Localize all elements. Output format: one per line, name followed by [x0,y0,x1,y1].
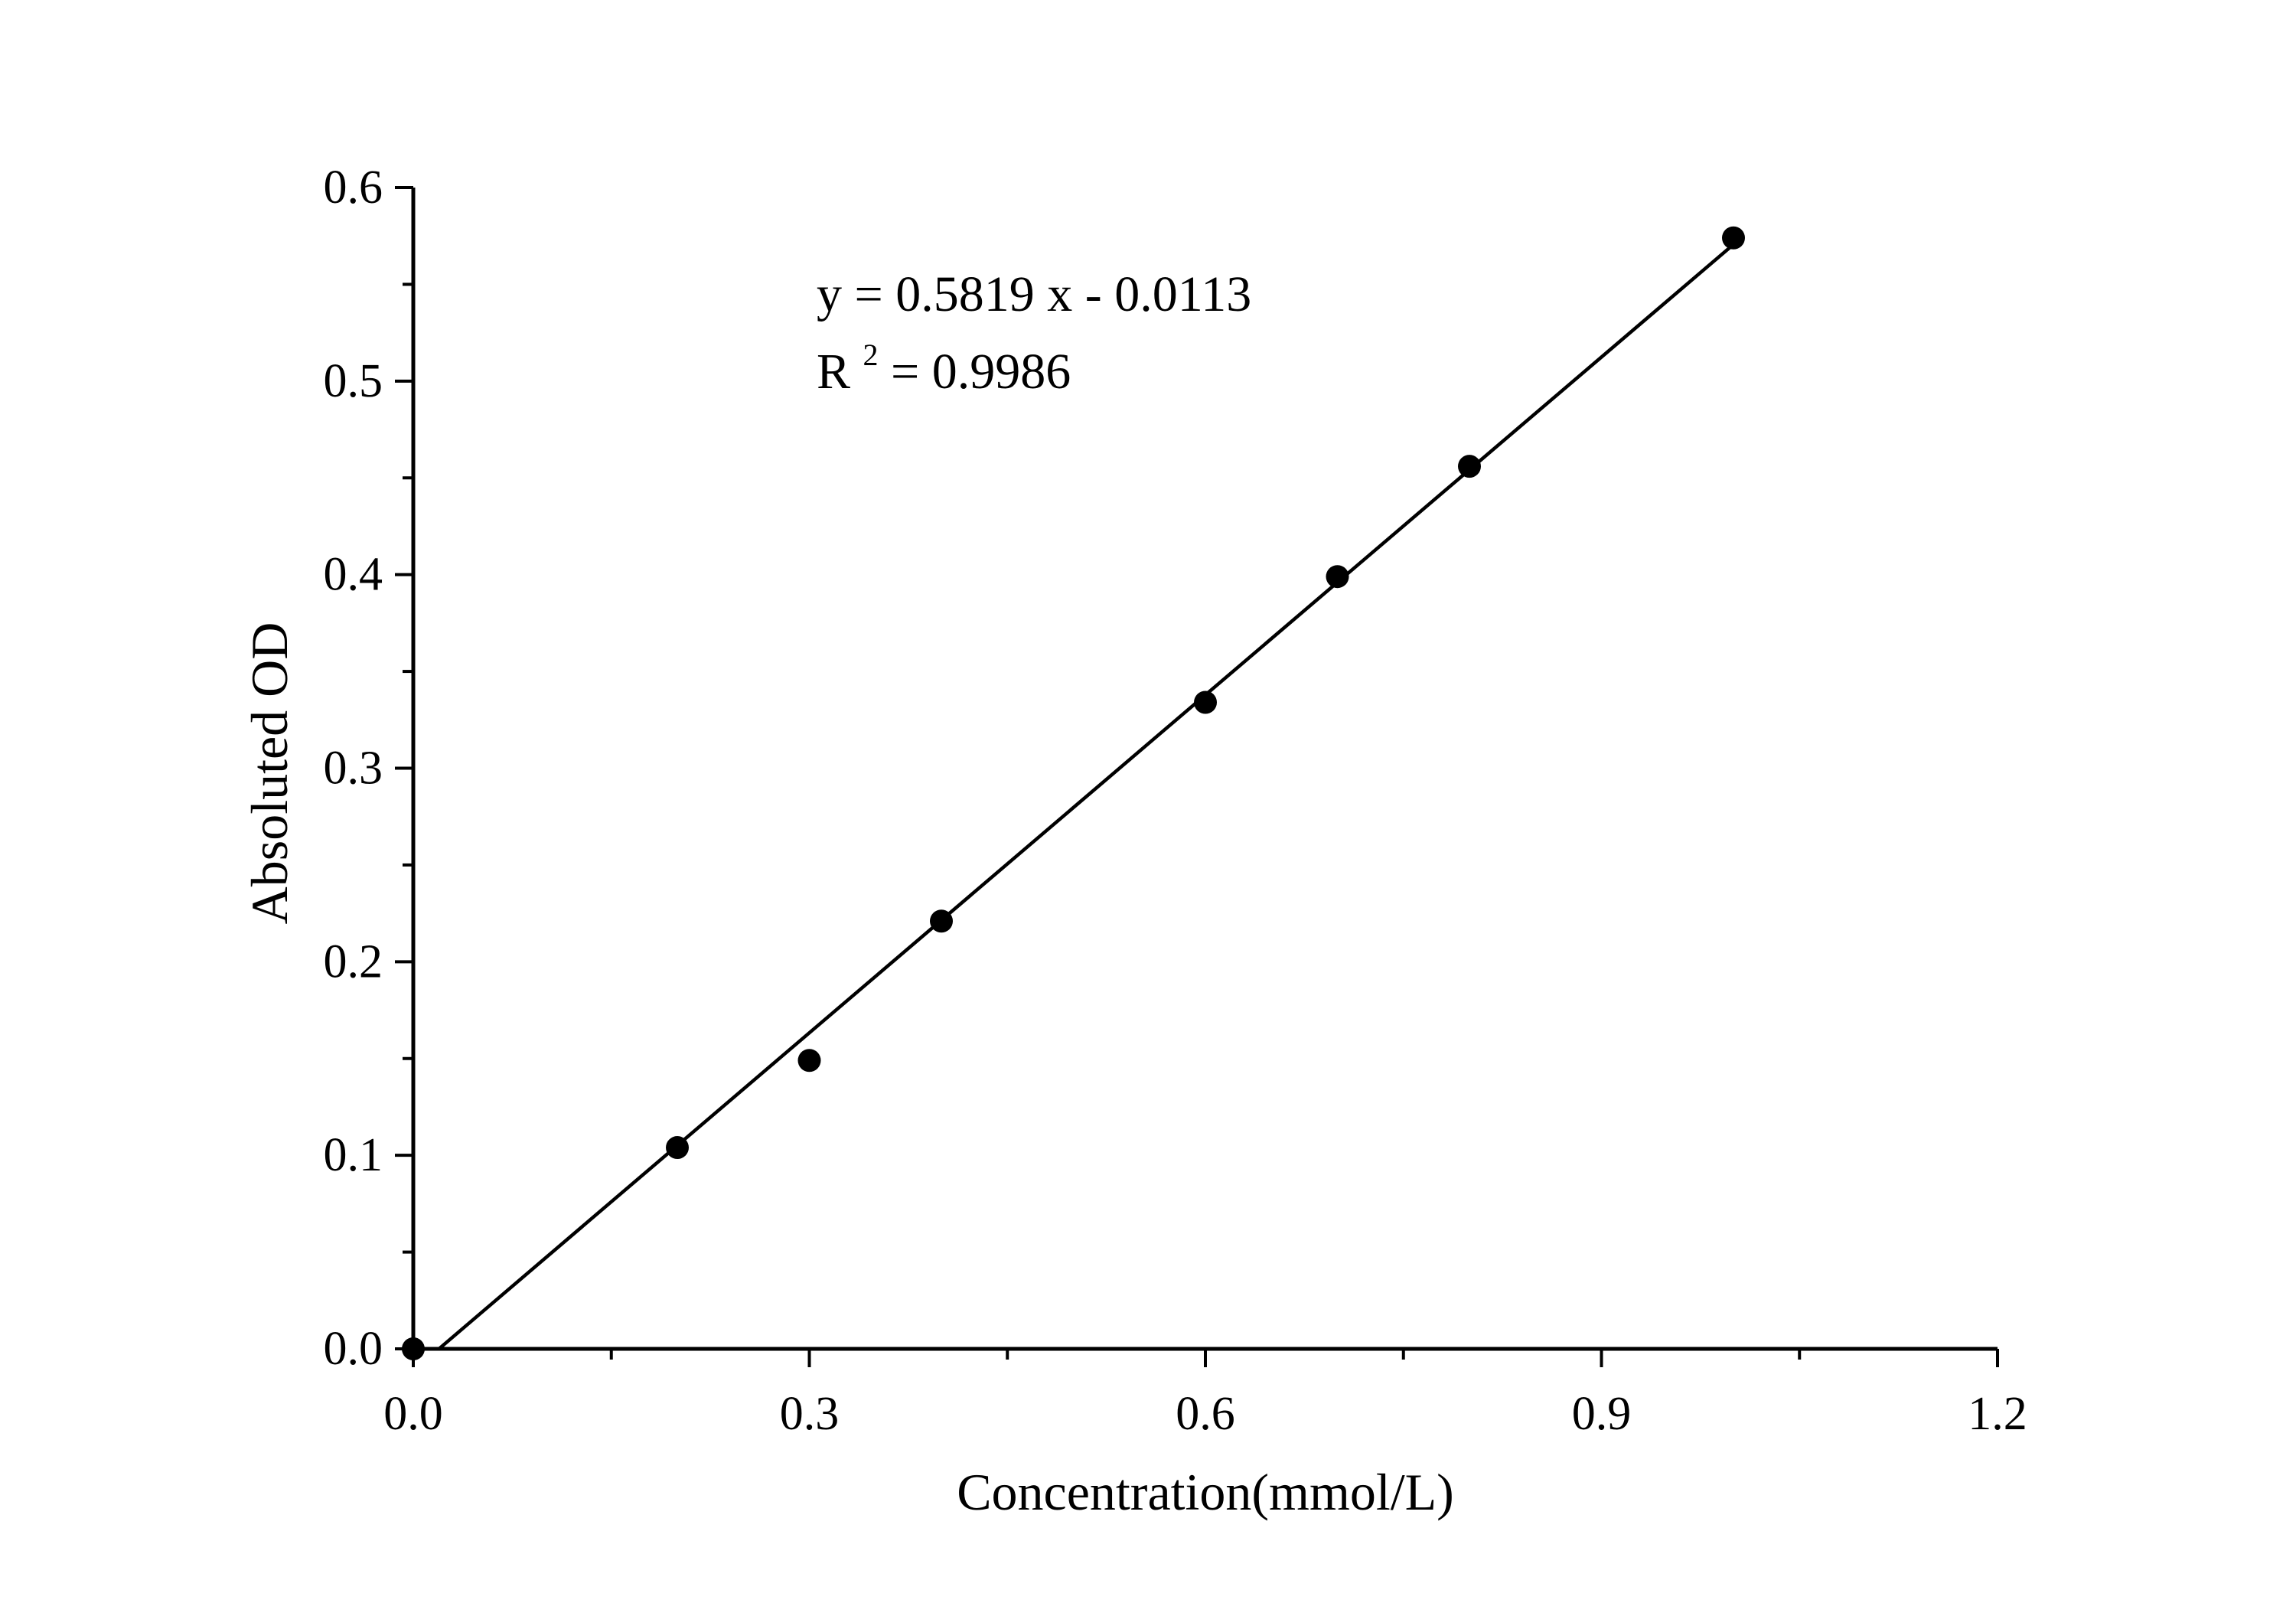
r-squared-annotation: R 2 = 0.9986 [817,321,1071,400]
data-point [666,1136,689,1160]
x-tick-label: 0.3 [780,1388,840,1440]
data-point [1194,690,1217,714]
y-tick-label: 0.1 [324,1129,383,1181]
regression-equation: y = 0.5819 x - 0.0113 [817,266,1251,322]
data-points [402,226,1745,1360]
x-tick-label: 1.2 [1968,1388,2027,1440]
data-point [1722,226,1745,250]
x-axis-title: Concentration(mmol/L) [957,1463,1454,1521]
y-axis-title: Absoluted OD [240,622,298,925]
data-point [1326,565,1349,589]
x-tick-label: 0.9 [1572,1388,1632,1440]
data-point [930,909,953,933]
y-tick-label: 0.2 [324,935,383,988]
tick-labels: 0.0 0.3 0.6 0.9 1.2 0.0 0.1 0.2 0.3 0.4 0.5 0.6 [324,162,2027,1440]
data-point [402,1337,425,1360]
axes [411,188,1998,1351]
data-point [797,1049,821,1072]
r2-value: = 0.9986 [891,344,1071,400]
x-tick-label: 0.0 [383,1388,443,1440]
fit-line-group [438,243,1735,1350]
r2-superscript: 2 [863,338,879,372]
y-tick-label: 0.5 [324,355,383,407]
r2-prefix: R [817,344,850,400]
tick-marks [395,186,1999,1367]
y-tick-label: 0.0 [324,1323,383,1375]
x-tick-label: 0.6 [1176,1388,1235,1440]
y-tick-label: 0.6 [324,162,383,214]
y-tick-label: 0.4 [324,549,383,601]
regression-line [438,243,1735,1350]
y-tick-label: 0.3 [324,743,383,795]
data-point [1458,455,1481,478]
